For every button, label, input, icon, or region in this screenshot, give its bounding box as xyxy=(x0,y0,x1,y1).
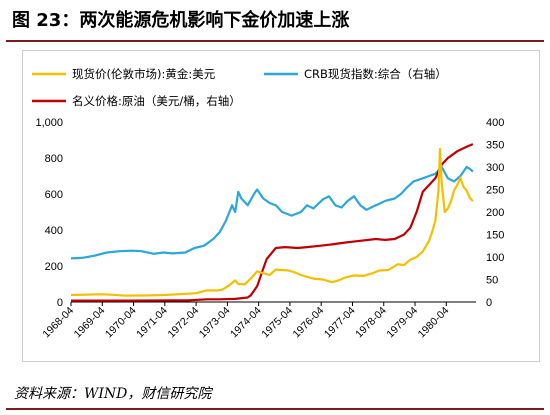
source-note: 资料来源：WIND，财信研究院 xyxy=(14,386,212,402)
right-axis-tick-label: 0 xyxy=(486,297,492,309)
right-axis-tick-label: 100 xyxy=(486,252,504,264)
x-axis-tick-label: 1970-04 xyxy=(103,305,139,341)
legend-label-1: CRB现货指数:综合（右轴） xyxy=(304,67,447,81)
left-axis-tick-label: 800 xyxy=(45,153,63,165)
chart-frame xyxy=(22,50,540,362)
title-rule xyxy=(6,40,544,42)
right-axis-tick-label: 300 xyxy=(486,162,504,174)
right-axis-tick-label: 400 xyxy=(486,117,504,129)
left-axis-tick-label: 600 xyxy=(45,189,63,201)
series-line-0 xyxy=(70,147,474,297)
x-axis-tick-label: 1971-04 xyxy=(134,305,170,341)
right-axis-tick-label: 350 xyxy=(486,140,504,152)
right-axis-tick-label: 150 xyxy=(486,230,504,242)
legend-label-0: 现货价(伦敦市场):黄金:美元 xyxy=(72,67,216,81)
x-axis-tick-label: 1969-04 xyxy=(72,305,108,341)
x-axis-tick-label: 1979-04 xyxy=(384,305,420,341)
x-axis-tick-label: 1972-04 xyxy=(165,305,201,341)
left-axis-tick-label: 1,000 xyxy=(35,117,63,129)
figure-title: 图 23：两次能源危机影响下金价加速上涨 xyxy=(12,10,350,31)
x-axis-tick-label: 1968-04 xyxy=(40,305,76,341)
series-line-1 xyxy=(70,165,474,260)
x-axis-tick-label: 1980-04 xyxy=(416,305,452,341)
x-axis-tick-label: 1978-04 xyxy=(353,305,389,341)
line-chart: 0 200 400 600 800 1,000 0 50 100 150 200 250 300 350 4… xyxy=(32,67,504,341)
right-axis-tick-label: 50 xyxy=(486,275,498,287)
left-axis-tick-label: 0 xyxy=(57,297,63,309)
x-axis-tick-label: 1976-04 xyxy=(291,305,327,341)
series-line-2 xyxy=(71,143,474,302)
right-axis-tick-label: 200 xyxy=(486,207,504,219)
x-axis-tick-label: 1977-04 xyxy=(322,305,358,341)
x-axis-tick-label: 1975-04 xyxy=(259,305,295,341)
bottom-rule xyxy=(6,408,544,410)
x-axis-tick-label: 1973-04 xyxy=(197,305,233,341)
legend-label-2: 名义价格:原油（美元/桶，右轴） xyxy=(72,94,241,108)
x-axis-tick-label: 1974-04 xyxy=(228,305,264,341)
right-axis-tick-label: 250 xyxy=(486,185,504,197)
left-axis-tick-label: 400 xyxy=(45,225,63,237)
left-axis-tick-label: 200 xyxy=(45,261,63,273)
